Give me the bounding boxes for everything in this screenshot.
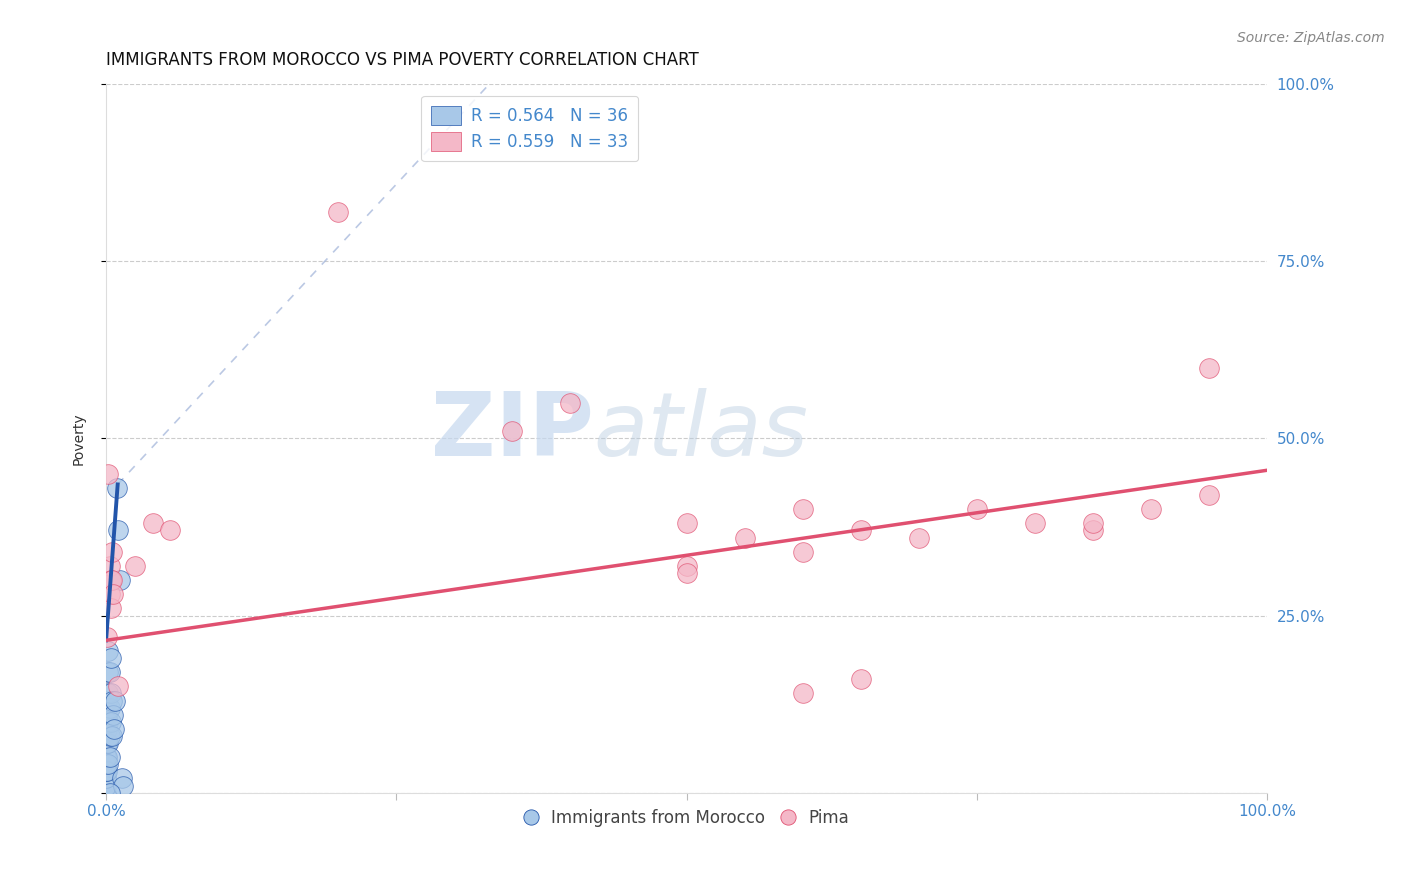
Point	[1081, 524, 1104, 538]
Point	[1081, 516, 1104, 531]
Point	[792, 686, 814, 700]
Point	[124, 558, 146, 573]
Point	[97, 467, 120, 481]
Point	[560, 396, 582, 410]
Point	[105, 481, 128, 495]
Legend: Immigrants from Morocco, Pima: Immigrants from Morocco, Pima	[517, 803, 856, 834]
Point	[501, 425, 523, 439]
Point	[107, 679, 129, 693]
Point	[104, 693, 127, 707]
Point	[98, 786, 121, 800]
Point	[96, 736, 118, 750]
Point	[94, 772, 117, 786]
Point	[96, 693, 118, 707]
Point	[97, 665, 120, 680]
Point	[159, 524, 181, 538]
Point	[97, 644, 120, 658]
Point	[966, 502, 988, 516]
Text: ZIP: ZIP	[430, 388, 593, 475]
Point	[112, 779, 135, 793]
Point	[107, 524, 129, 538]
Point	[97, 736, 120, 750]
Point	[96, 630, 118, 644]
Text: IMMIGRANTS FROM MOROCCO VS PIMA POVERTY CORRELATION CHART: IMMIGRANTS FROM MOROCCO VS PIMA POVERTY …	[105, 51, 699, 69]
Point	[675, 566, 697, 580]
Point	[98, 587, 121, 601]
Point	[907, 531, 929, 545]
Point	[1140, 502, 1163, 516]
Text: atlas: atlas	[593, 388, 808, 475]
Point	[734, 531, 756, 545]
Point	[98, 750, 121, 764]
Point	[1024, 516, 1046, 531]
Point	[98, 700, 121, 714]
Point	[101, 545, 124, 559]
Point	[101, 707, 124, 722]
Point	[96, 707, 118, 722]
Point	[97, 757, 120, 772]
Point	[100, 714, 122, 729]
Point	[101, 573, 124, 587]
Point	[328, 204, 350, 219]
Point	[101, 693, 124, 707]
Point	[101, 729, 124, 743]
Point	[96, 764, 118, 779]
Point	[100, 601, 122, 615]
Point	[97, 714, 120, 729]
Point	[849, 673, 872, 687]
Point	[97, 686, 120, 700]
Point	[675, 516, 697, 531]
Point	[98, 729, 121, 743]
Point	[94, 764, 117, 779]
Point	[96, 722, 118, 736]
Point	[100, 651, 122, 665]
Point	[1198, 488, 1220, 502]
Point	[100, 573, 122, 587]
Y-axis label: Poverty: Poverty	[72, 412, 86, 465]
Point	[100, 686, 122, 700]
Point	[98, 665, 121, 680]
Point	[792, 545, 814, 559]
Point	[141, 516, 163, 531]
Point	[98, 558, 121, 573]
Point	[94, 757, 117, 772]
Point	[792, 502, 814, 516]
Point	[849, 524, 872, 538]
Point	[1198, 360, 1220, 375]
Point	[103, 722, 125, 736]
Point	[108, 573, 131, 587]
Point	[675, 558, 697, 573]
Point	[111, 772, 134, 786]
Point	[94, 779, 117, 793]
Point	[96, 750, 118, 764]
Point	[94, 750, 117, 764]
Point	[101, 587, 124, 601]
Text: Source: ZipAtlas.com: Source: ZipAtlas.com	[1237, 31, 1385, 45]
Point	[94, 786, 117, 800]
